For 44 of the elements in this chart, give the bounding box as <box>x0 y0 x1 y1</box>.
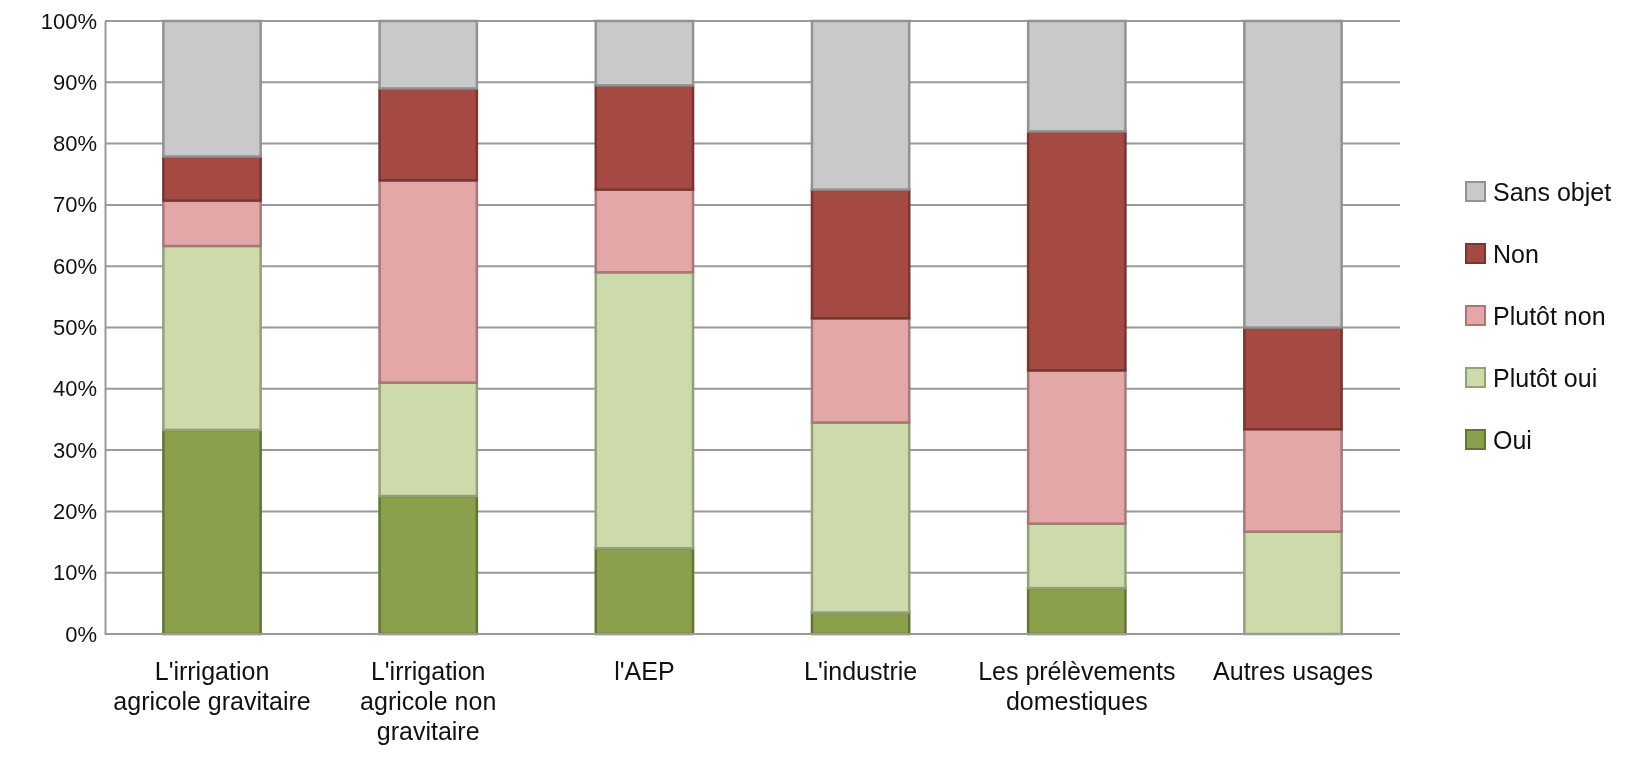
bar <box>378 494 479 636</box>
bar <box>378 179 479 384</box>
bar <box>1026 130 1127 372</box>
legend-label: Sans objet <box>1493 178 1612 206</box>
y-tick-label: 50% <box>52 315 97 341</box>
bar <box>1243 428 1343 533</box>
bar <box>378 381 479 498</box>
x-tick-label: L'irrigation agricole gravitaire <box>113 657 311 715</box>
bar <box>594 84 695 191</box>
bar <box>810 421 911 614</box>
bar <box>1026 586 1127 636</box>
y-tick-label: 100% <box>40 8 97 34</box>
bar <box>594 546 695 636</box>
y-tick-label: 90% <box>52 69 97 95</box>
bar <box>810 188 911 320</box>
bar <box>1243 530 1343 636</box>
x-tick-label: L'industrie <box>804 657 918 685</box>
legend-label: Oui <box>1493 426 1532 454</box>
bar <box>1243 326 1343 431</box>
bar <box>810 317 911 424</box>
bar <box>594 188 695 274</box>
legend-label: Plutôt non <box>1493 302 1606 330</box>
x-tick-label: Les prélèvements domestiques <box>978 657 1176 715</box>
bar <box>162 428 262 636</box>
bar <box>378 87 479 182</box>
bar <box>162 244 262 432</box>
y-tick-label: 70% <box>52 192 97 218</box>
y-tick-label: 80% <box>52 131 97 157</box>
bar <box>1026 522 1127 590</box>
y-tick-label: 0% <box>65 621 97 647</box>
bar <box>162 155 262 202</box>
x-tick-label: l'AEP <box>614 657 675 685</box>
x-tick-label: Autres usages <box>1213 657 1373 685</box>
y-tick-label: 40% <box>52 376 97 402</box>
bar <box>162 199 262 248</box>
y-tick-label: 60% <box>52 253 97 279</box>
x-tick-label: L'irrigation agricole non gravitaire <box>360 657 497 745</box>
y-tick-label: 20% <box>52 498 97 524</box>
legend-label: Non <box>1493 240 1539 268</box>
y-tick-label: 10% <box>52 560 97 586</box>
y-tick-label: 30% <box>52 437 97 463</box>
legend-label: Plutôt oui <box>1493 364 1598 392</box>
bar <box>1026 369 1127 525</box>
bar <box>594 271 695 550</box>
